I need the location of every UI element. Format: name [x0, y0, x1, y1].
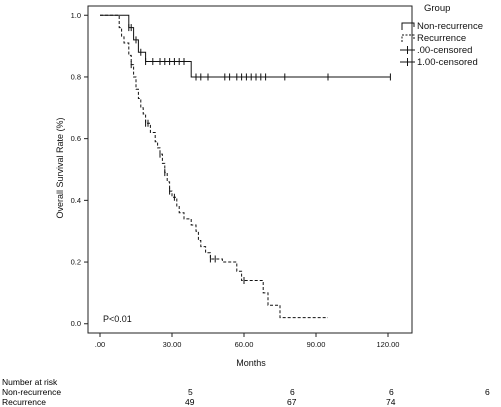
y-tick-label: 0.6 [71, 134, 81, 143]
p-value-annotation: P<0.01 [103, 314, 132, 324]
x-tick-label: 30.00 [163, 340, 182, 349]
x-axis-label: Months [236, 358, 266, 368]
legend: Group Non-recurrenceRecurrence.00-censor… [400, 3, 483, 68]
risk-row-label-nonrecurrence: Non-recurrence [2, 387, 62, 397]
legend-label: .00-censored [417, 45, 472, 56]
y-tick-label: 0.8 [71, 72, 81, 81]
legend-label: 1.00-censored [417, 57, 478, 68]
risk-value: 67 [287, 397, 297, 407]
series-line-nonrecurrence [100, 14, 391, 78]
legend-label: Non-recurrence [417, 21, 483, 32]
x-tick-label: .00 [95, 340, 105, 349]
risk-table-header: Number at risk [2, 377, 58, 387]
y-tick-label: 0.0 [71, 319, 81, 328]
legend-title: Group [424, 3, 450, 14]
series-line-recurrence [100, 14, 328, 319]
plot-frame [87, 5, 413, 334]
legend-item: Recurrence [401, 33, 466, 44]
risk-value: 6 [290, 387, 295, 397]
risk-row-label-recurrence: Recurrence [2, 397, 46, 407]
risk-value: 49 [185, 397, 195, 407]
risk-value: 5 [188, 387, 193, 397]
legend-label: Recurrence [417, 33, 466, 44]
x-tick-label: 60.00 [235, 340, 254, 349]
y-tick-label: 0.2 [71, 258, 81, 267]
y-tick-label: 1.0 [71, 11, 81, 20]
legend-item: 1.00-censored [400, 57, 478, 68]
risk-value: 6 [389, 387, 394, 397]
x-tick-label: 120.00 [377, 340, 400, 349]
y-tick-label: 0.4 [71, 196, 81, 205]
legend-item: Non-recurrence [401, 21, 483, 32]
risk-value: 6 [485, 387, 490, 397]
x-tick-label: 90.00 [307, 340, 326, 349]
legend-swatch [401, 34, 415, 42]
legend-item: .00-censored [400, 45, 472, 56]
risk-value: 74 [386, 397, 396, 407]
y-axis-label: Overall Survival Rate (%) [55, 117, 65, 218]
legend-swatch [401, 22, 415, 30]
